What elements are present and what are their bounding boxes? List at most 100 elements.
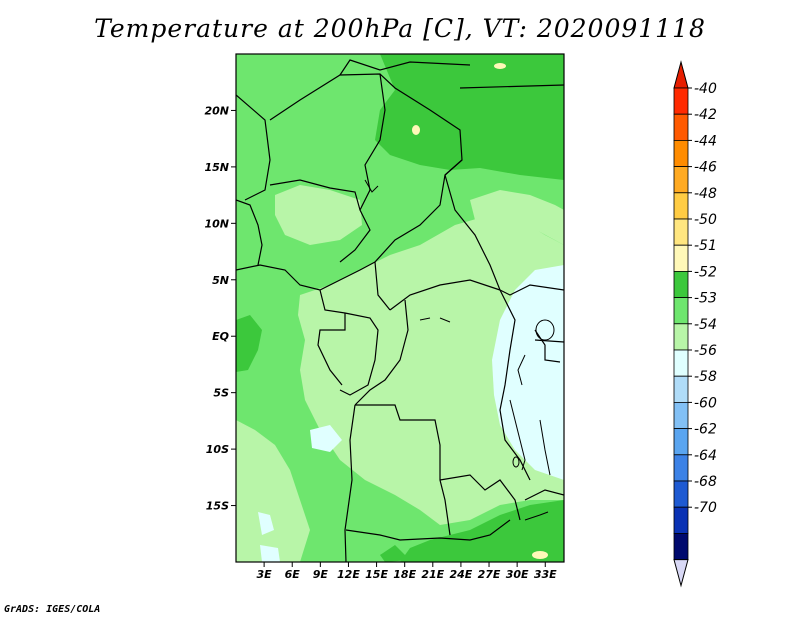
- colorbar-swatch: [673, 454, 689, 482]
- colorbar-swatch: [673, 218, 689, 246]
- lon-tick-label: 24E: [450, 568, 473, 581]
- colorbar-label: -51: [694, 238, 717, 254]
- lakes: [364, 179, 555, 521]
- border-line: [339, 59, 471, 76]
- lon-tick-label: 3E: [257, 568, 273, 581]
- colorbar-label: -53: [694, 291, 717, 307]
- colorbar-swatch: [673, 192, 689, 220]
- lat-tick-label: 20N: [204, 104, 229, 117]
- colorbar-swatch: [673, 297, 689, 325]
- colorbar-swatch: [673, 270, 689, 298]
- colorbar-swatch: [673, 349, 689, 377]
- lat-tick-label: 5N: [212, 274, 229, 287]
- lake-kivu: [517, 354, 526, 386]
- border-line: [389, 279, 501, 311]
- border-line: [269, 73, 463, 176]
- colorbar-swatch: [673, 323, 689, 351]
- map-frame: [235, 53, 565, 563]
- lat-tick-label: 15N: [204, 161, 229, 174]
- colorbar-label: -48: [694, 186, 717, 202]
- colorbar-label: -46: [694, 160, 717, 176]
- colorbar-swatch: [673, 480, 689, 508]
- colorbar-swatch: [673, 139, 689, 167]
- colorbar-swatch: [673, 428, 689, 456]
- lon-tick-label: 6E: [285, 568, 301, 581]
- border-line: [354, 299, 409, 406]
- border-line: [534, 339, 564, 343]
- colorbar-swatch: [673, 533, 689, 561]
- field-lighter-central: [298, 215, 564, 525]
- colorbar-label: -70: [694, 500, 717, 516]
- border-line: [236, 94, 271, 201]
- field-lightest-east: [492, 265, 564, 480]
- colorbar-label: -40: [694, 81, 717, 97]
- colorbar-label: -52: [694, 264, 717, 280]
- field-warm-spot-1: [412, 125, 420, 135]
- border-line: [459, 84, 564, 89]
- field-lightest-sw2: [258, 512, 274, 535]
- lon-tick-label: 27E: [478, 568, 501, 581]
- colorbar-swatch: [673, 506, 689, 534]
- lon-tick-label: 18E: [393, 568, 416, 581]
- lon-tick-label: 33E: [534, 568, 557, 581]
- colorbar-swatch: [673, 113, 689, 141]
- lon-tick-label: 21E: [421, 568, 444, 581]
- colorbar-label: -64: [694, 448, 717, 464]
- country-borders: [236, 59, 564, 562]
- lat-tick-label: 5S: [213, 387, 229, 400]
- colorbar-label: -68: [694, 474, 717, 490]
- lake-chad: [364, 179, 379, 193]
- border-line: [524, 489, 564, 501]
- border-line: [444, 174, 564, 296]
- border-line: [534, 329, 561, 363]
- colorbar-top-arrow: [673, 60, 689, 89]
- colorbar: -40 -42 -44 -46 -48 -50 -51 -52 -53 -54 -56 -58 -60 -…: [673, 60, 717, 588]
- border-line: [345, 519, 511, 541]
- field-warm-spot-2: [494, 63, 506, 69]
- field-darker-south: [400, 500, 564, 562]
- border-line: [439, 474, 521, 521]
- field-darker-sw: [380, 545, 410, 562]
- lake-malawi: [539, 419, 551, 476]
- border-line: [499, 289, 531, 481]
- field-darker-west: [236, 315, 262, 372]
- colorbar-swatch: [673, 166, 689, 194]
- border-line: [344, 404, 356, 562]
- border-line: [319, 289, 379, 396]
- colorbar-swatch: [673, 87, 689, 115]
- colorbar-label: -54: [694, 317, 717, 333]
- grads-credit: GrADS: IGES/COLA: [4, 604, 101, 615]
- longitude-axis: 3E 6E 9E 12E 15E 18E 21E 24E 27E 30E 33E: [257, 562, 557, 581]
- colorbar-bottom-arrow: [673, 559, 689, 588]
- border-line: [374, 159, 463, 311]
- field-lighter-east: [470, 190, 564, 245]
- chart-title: Temperature at 200hPa [C], VT: 202009111…: [94, 14, 706, 43]
- lon-tick-label: 9E: [313, 568, 329, 581]
- lon-tick-label: 30E: [506, 568, 529, 581]
- colorbar-label: -50: [694, 212, 717, 228]
- border-line: [339, 73, 386, 263]
- field-darker-north: [375, 54, 564, 180]
- temperature-field: [236, 54, 564, 562]
- lat-tick-label: 10S: [206, 443, 229, 456]
- lake-tanganyika: [509, 399, 526, 471]
- colorbar-label: -44: [694, 133, 717, 149]
- border-line: [269, 179, 361, 211]
- lat-tick-label: 15S: [206, 500, 229, 513]
- lon-tick-label: 15E: [365, 568, 388, 581]
- colorbar-label: -62: [694, 422, 717, 438]
- colorbar-swatch: [673, 244, 689, 272]
- colorbar-label: -58: [694, 369, 717, 385]
- colorbar-label: -42: [694, 107, 717, 123]
- lake-kariba: [524, 511, 549, 521]
- border-line: [236, 261, 376, 291]
- field-lighter-nw: [275, 185, 362, 245]
- border-line: [317, 313, 346, 386]
- lake-mweru: [512, 456, 520, 468]
- lat-tick-label: EQ: [212, 330, 229, 343]
- border-line: [355, 404, 451, 536]
- colorbar-label: -56: [694, 343, 717, 359]
- lat-tick-label: 10N: [204, 217, 229, 230]
- river-congo: [419, 317, 451, 323]
